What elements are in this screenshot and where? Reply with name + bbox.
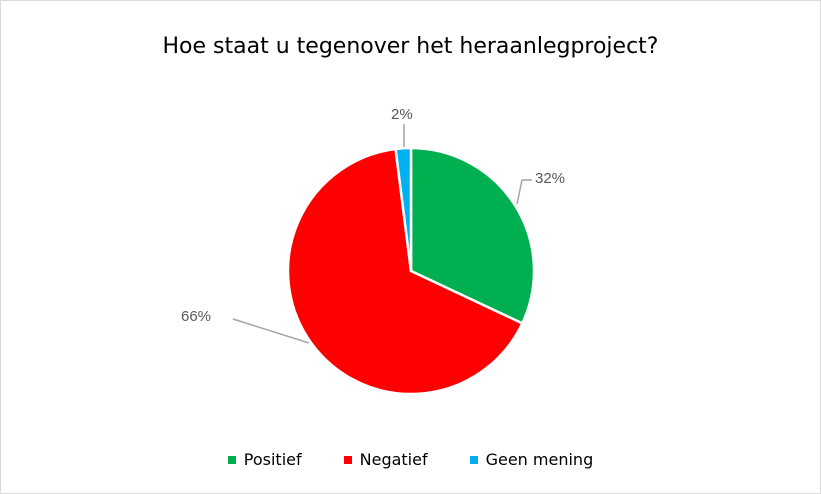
legend-item-positief: Positief [227,450,302,469]
data-label: 2% [391,106,413,123]
pie-slice-positief [409,146,536,326]
legend-label: Positief [243,450,302,469]
pie-slice-geen-mening [394,146,413,272]
legend-item-geen-mening: Geen mening [469,450,594,469]
leader-line [516,179,532,205]
legend-label: Geen mening [485,450,594,469]
legend-label: Negatief [359,450,428,469]
legend-item-negatief: Negatief [343,450,428,469]
legend: Positief Negatief Geen mening [1,450,820,469]
chart-title: Hoe staat u tegenover het heraanlegproje… [162,34,659,59]
data-label: 32% [535,170,565,187]
pie-slice-negatief [286,147,524,396]
leader-line [232,318,310,344]
legend-swatch [469,455,478,464]
legend-swatch [227,455,236,464]
legend-swatch [343,455,352,464]
data-label: 66% [181,308,211,325]
